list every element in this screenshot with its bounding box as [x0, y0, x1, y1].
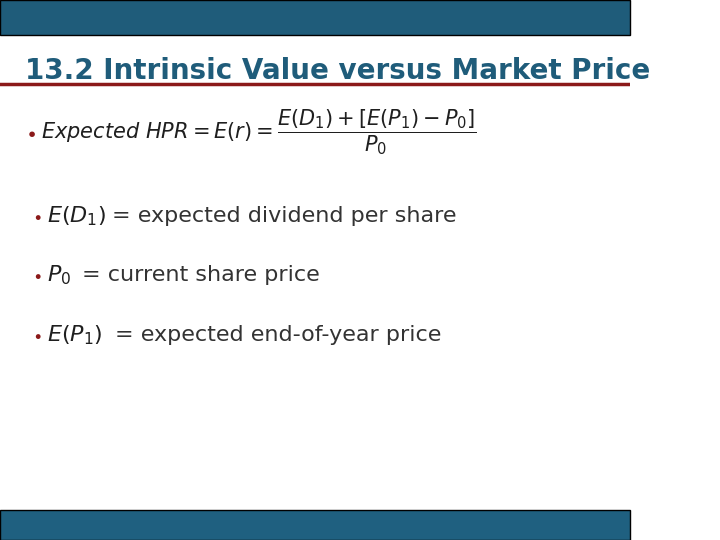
Text: = expected end-of-year price: = expected end-of-year price [115, 325, 442, 345]
Text: = current share price: = current share price [82, 265, 320, 286]
Text: $\bullet$: $\bullet$ [32, 266, 41, 285]
Text: $E(D_1)$: $E(D_1)$ [48, 204, 107, 228]
Text: $\bullet$: $\bullet$ [32, 326, 41, 344]
Text: 13-4: 13-4 [580, 519, 611, 532]
Text: = expected dividend per share: = expected dividend per share [112, 206, 456, 226]
Text: $\mathit{Expected\ HPR} = E(r) = \dfrac{E(D_1)+[E(P_1)-P_0]}{P_0}$: $\mathit{Expected\ HPR} = E(r) = \dfrac{… [41, 107, 477, 157]
Text: $\bullet$: $\bullet$ [25, 123, 36, 142]
Text: $\bullet$: $\bullet$ [32, 207, 41, 225]
Text: $P_0$: $P_0$ [48, 264, 71, 287]
Text: $E(P_1)$: $E(P_1)$ [48, 323, 103, 347]
Text: 13.2 Intrinsic Value versus Market Price: 13.2 Intrinsic Value versus Market Price [25, 57, 650, 85]
